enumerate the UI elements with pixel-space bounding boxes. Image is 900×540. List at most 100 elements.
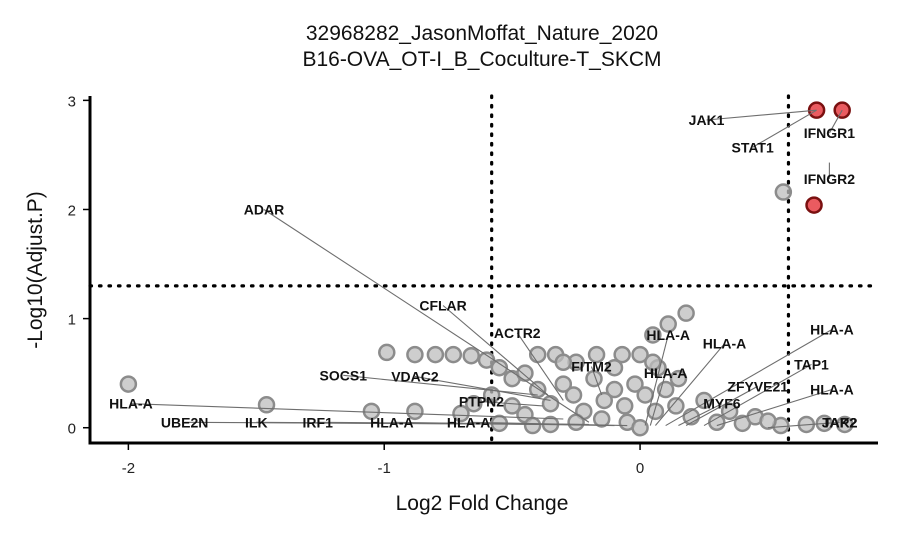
data-point [444, 345, 463, 364]
gene-label: IRF1 [303, 414, 334, 430]
data-point [564, 386, 583, 404]
data-point [554, 375, 573, 393]
data-point [516, 364, 534, 382]
gene-label: ZFYVE21 [727, 378, 788, 394]
gene-label: IFNGR1 [804, 125, 856, 141]
x-tick-label: -2 [122, 460, 135, 477]
data-point [667, 397, 685, 415]
data-point [659, 315, 677, 333]
data-point [554, 353, 573, 372]
y-tick-label: 0 [68, 421, 76, 438]
y-tick-label: 1 [68, 312, 76, 329]
data-point [605, 358, 624, 377]
data-point [541, 394, 560, 413]
data-point [631, 418, 649, 437]
leader-line [414, 375, 551, 401]
data-point [592, 410, 611, 428]
leader-line [706, 109, 817, 121]
leader-line [481, 400, 543, 407]
leader-line [516, 332, 564, 401]
data-point [452, 404, 470, 423]
data-point [490, 358, 509, 377]
gene-label: HLA-A [810, 322, 854, 338]
leader-line [654, 343, 725, 426]
gene-label: HLA-A [370, 414, 414, 430]
gene-label: SOCS1 [320, 367, 368, 383]
plot-area: JAK1 STAT1 IFNGR1 IFNGR2 ADAR CFLAR ACTR2 SOCS1… [68, 93, 880, 477]
data-point [695, 391, 713, 410]
leader-line [590, 366, 603, 396]
data-point [426, 345, 445, 364]
data-point [605, 380, 624, 399]
gene-label: HLA-A [810, 382, 854, 398]
y-axis-title: -Log10(Adjust.P) [24, 191, 47, 349]
gene-label: HLA-A [644, 365, 688, 381]
chart-title-line-1: 32968282_JasonMoffat_Nature_2020 [306, 22, 658, 45]
data-point [835, 415, 854, 434]
data-point [615, 397, 634, 415]
data-point [646, 402, 665, 421]
x-tick-label: -1 [378, 460, 391, 477]
data-point [587, 345, 606, 364]
gene-label: TAP2 [822, 414, 857, 430]
gene-label: HLA-A [109, 396, 153, 412]
leader-line [716, 389, 833, 427]
data-point [759, 412, 777, 430]
gene-label: ILK [245, 414, 268, 430]
gene-label: JAK2 [822, 414, 858, 430]
leader-line [130, 403, 564, 420]
gene-label: IFNGR2 [804, 171, 856, 187]
data-point [406, 345, 424, 364]
gene-label: ACTR2 [494, 325, 541, 341]
y-tick-label: 2 [68, 202, 76, 219]
data-point [626, 375, 644, 393]
data-point [585, 369, 603, 388]
data-point [567, 413, 585, 432]
leader-line [767, 421, 840, 429]
x-tick-label: 0 [636, 460, 644, 477]
gene-label: TAP1 [794, 356, 829, 372]
leader-line [343, 374, 538, 396]
data-point [644, 353, 662, 372]
data-point [636, 386, 654, 404]
data-point [774, 183, 793, 201]
data-point [406, 402, 424, 421]
gene-label: MYF6 [703, 396, 741, 412]
x-axis-title: Log2 Fold Change [396, 492, 569, 515]
gene-label: CFLAR [419, 298, 466, 314]
gene-label: ADAR [244, 201, 284, 217]
gene-label: FITM2 [571, 359, 612, 375]
data-point [708, 413, 726, 432]
data-point [677, 304, 695, 322]
data-point [257, 396, 276, 414]
data-point [462, 346, 480, 365]
leader-line [703, 363, 812, 427]
gene-label: STAT1 [732, 139, 774, 155]
gene-label: HLA-A [646, 327, 690, 343]
data-point [362, 402, 381, 421]
data-point [465, 394, 483, 413]
data-point [669, 369, 688, 388]
leader-line [685, 385, 759, 427]
significant-point [805, 196, 823, 214]
leader-line [442, 305, 549, 396]
leader-line [263, 209, 590, 423]
data-point [644, 326, 662, 344]
gene-label: HLA-A [703, 336, 747, 352]
gene-label: VDAC2 [391, 368, 439, 384]
data-point [613, 345, 631, 364]
leader-line [828, 109, 843, 134]
leader-line [468, 421, 628, 427]
gene-label: PTPN2 [459, 394, 504, 410]
data-point [378, 343, 396, 362]
gene-label: JAK1 [689, 112, 725, 128]
y-tick-label: 3 [68, 93, 76, 110]
gene-label: UBE2N [161, 414, 208, 430]
leader-line [649, 373, 667, 426]
gene-label: HLA-A [447, 414, 491, 430]
leader-line [752, 109, 817, 148]
data-point [523, 416, 542, 435]
data-point [119, 375, 138, 393]
data-point [631, 345, 649, 364]
